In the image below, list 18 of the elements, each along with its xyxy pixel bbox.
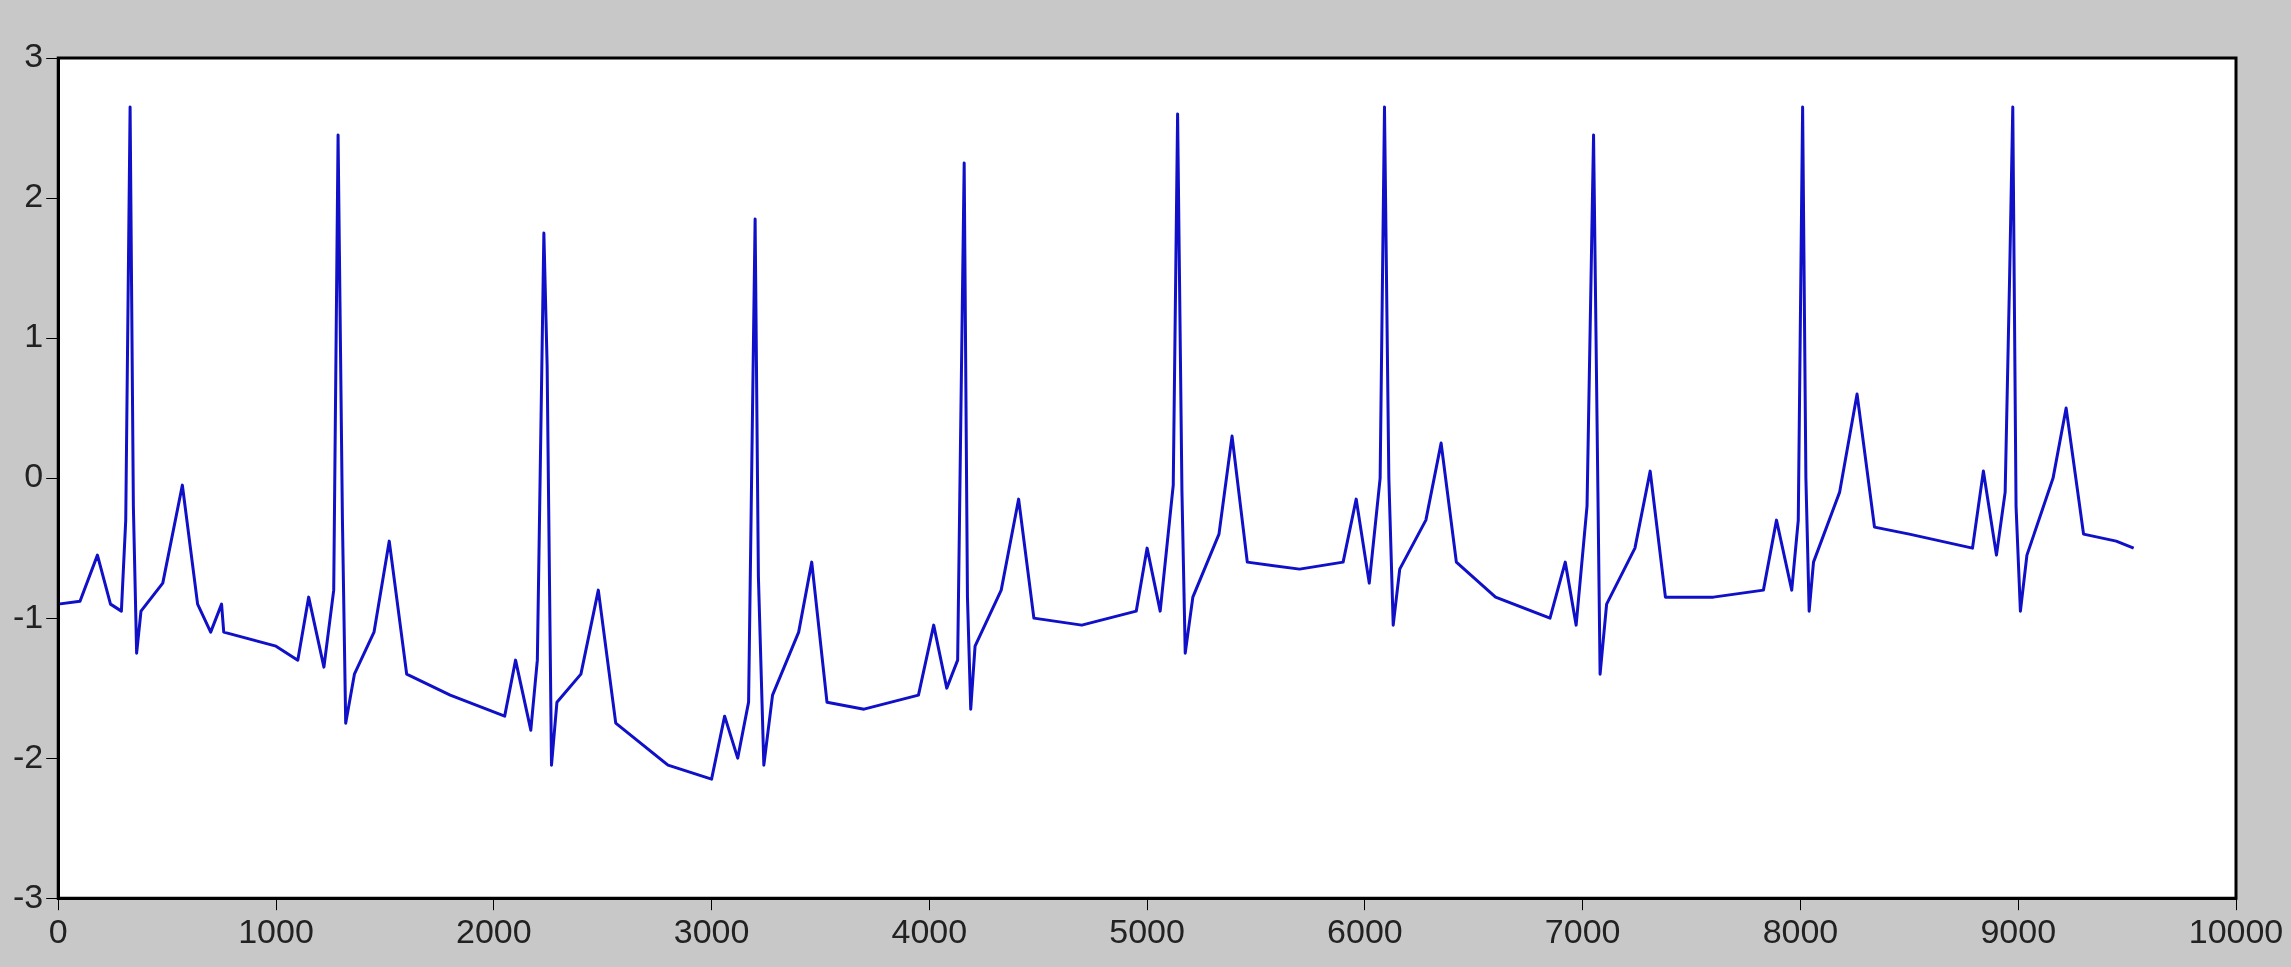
x-tick-label: 5000 (1109, 911, 1185, 950)
y-tick-label: 0 (24, 456, 44, 495)
x-tick-label: 9000 (1980, 911, 2057, 950)
y-tick-label: -3 (13, 876, 44, 915)
y-tick-label: 3 (24, 36, 44, 75)
y-tick-label: -2 (13, 736, 44, 775)
x-tick-label: 7000 (1544, 911, 1621, 950)
x-tick-label: 8000 (1762, 911, 1839, 950)
x-tick-label: 4000 (891, 911, 968, 950)
y-tick-label: -1 (13, 596, 44, 635)
x-tick-label: 2000 (455, 911, 532, 950)
x-tick-label: 1000 (238, 911, 314, 950)
x-tick-label: 6000 (1327, 911, 1403, 950)
x-tick-label: 0 (48, 911, 68, 950)
y-tick-label: 1 (24, 316, 44, 355)
y-tick-label: 2 (24, 176, 44, 215)
x-tick-label: 3000 (673, 911, 750, 950)
x-tick-label: 10000 (2188, 911, 2284, 950)
